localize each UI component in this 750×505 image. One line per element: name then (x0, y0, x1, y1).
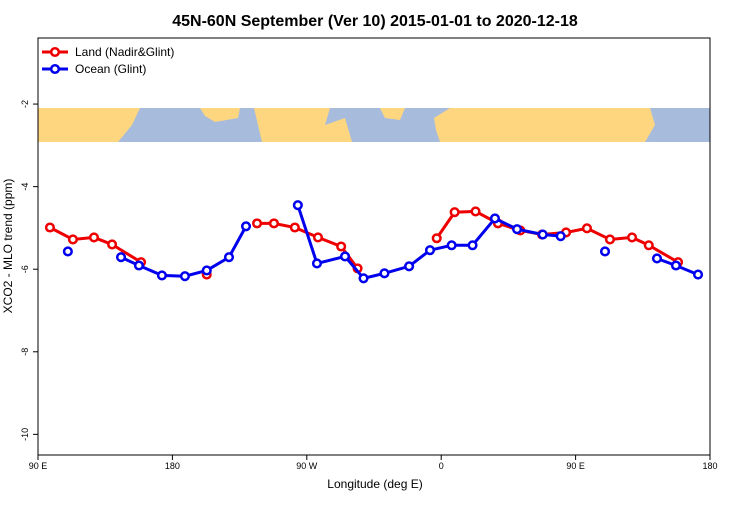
data-point (604, 234, 615, 245)
data-point (470, 206, 481, 217)
data-point (431, 233, 442, 244)
data-point (581, 223, 592, 234)
y-tick-label: -10 (20, 428, 30, 441)
x-tick-label: 90 W (296, 461, 318, 471)
data-point (537, 229, 548, 240)
data-point (467, 240, 478, 251)
data-point (268, 218, 279, 229)
data-point (88, 232, 100, 243)
data-point (555, 231, 566, 242)
data-point (643, 240, 654, 251)
data-point (133, 260, 144, 271)
data-point (62, 246, 73, 257)
land-band (38, 108, 113, 142)
data-point (223, 252, 235, 263)
data-point (379, 268, 390, 279)
data-point (404, 261, 415, 272)
data-point (115, 252, 127, 263)
data-point (449, 207, 460, 218)
land-band (200, 108, 240, 122)
data-point (358, 273, 369, 284)
data-point (44, 222, 55, 233)
data-point (107, 239, 118, 250)
data-point (312, 232, 324, 243)
x-tick-label: 180 (702, 461, 717, 471)
land-band (113, 108, 140, 142)
data-point (240, 221, 252, 232)
data-point (292, 200, 303, 211)
data-point (693, 269, 704, 280)
legend-marker (49, 46, 61, 58)
x-tick-label: 180 (165, 461, 180, 471)
x-tick-label: 90 E (566, 461, 585, 471)
legend-label: Land (Nadir&Glint) (75, 45, 174, 59)
data-point (446, 240, 457, 251)
data-point (651, 253, 663, 264)
y-tick-label: -6 (20, 265, 30, 273)
land-band (434, 108, 655, 142)
y-tick-label: -4 (20, 183, 30, 191)
data-point (626, 232, 638, 243)
data-point (67, 234, 78, 245)
y-tick-label: -2 (20, 100, 30, 108)
data-point (252, 218, 263, 229)
map-band (38, 108, 710, 142)
legend-label: Ocean (Glint) (75, 62, 146, 76)
data-point (179, 271, 190, 282)
data-point (339, 251, 351, 262)
land-band (380, 108, 405, 120)
plot-frame (37, 37, 711, 456)
data-point (670, 260, 682, 271)
data-point (156, 270, 167, 281)
data-point (289, 222, 300, 233)
chart-title: 45N-60N September (Ver 10) 2015-01-01 to… (172, 13, 578, 30)
x-tick-label: 90 E (29, 461, 48, 471)
data-point (311, 258, 323, 269)
land-band (254, 108, 352, 142)
data-point (336, 241, 347, 252)
data-point (512, 224, 523, 235)
data-point (599, 246, 611, 257)
data-point (489, 213, 501, 224)
y-tick-label: -8 (20, 348, 30, 356)
data-point (201, 265, 212, 276)
x-axis-label: Longitude (deg E) (327, 477, 422, 491)
y-axis-label: XCO2 - MLO trend (ppm) (1, 179, 15, 314)
data-point (424, 245, 436, 256)
x-tick-label: 0 (439, 461, 444, 471)
legend-marker (49, 63, 61, 75)
